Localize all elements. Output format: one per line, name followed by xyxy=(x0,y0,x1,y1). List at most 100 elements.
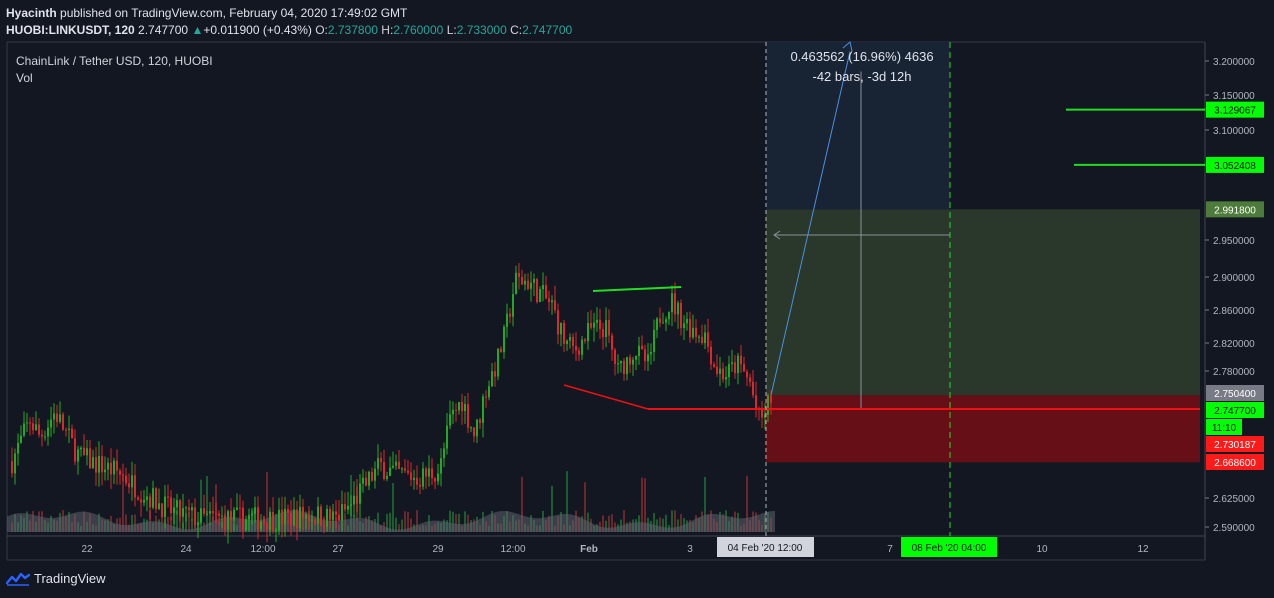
price-label-bg[interactable] xyxy=(1206,419,1242,435)
candle-body xyxy=(683,323,685,329)
candle-body xyxy=(602,329,604,338)
candle-body xyxy=(98,455,100,473)
candle-body xyxy=(419,484,421,487)
candle-body xyxy=(314,519,316,524)
volume-bar xyxy=(623,510,625,532)
candle-body xyxy=(440,458,442,474)
price-label-bg[interactable] xyxy=(1206,201,1264,218)
price-label[interactable]: 2.668600 xyxy=(1214,458,1256,469)
candle-body xyxy=(503,326,505,353)
volume-bar xyxy=(458,513,460,532)
legend-title[interactable]: ChainLink / Tether USD, 120, HUOBI xyxy=(16,54,213,68)
candle-body xyxy=(689,318,691,338)
volume-bar xyxy=(611,514,613,532)
candle-body xyxy=(530,282,532,289)
price-label[interactable]: 2.747700 xyxy=(1214,406,1256,417)
candle-body xyxy=(83,447,85,456)
candle-body xyxy=(125,475,127,484)
time-axis[interactable]: 22 24 12:00 27 29 12:00 Feb 3 7 10 12 04 Feb '20 12… xyxy=(81,537,1149,557)
candle-body xyxy=(596,319,598,323)
projection-arrow-line[interactable] xyxy=(770,51,851,396)
candle-body xyxy=(632,359,634,365)
symbol-name[interactable]: HUOBI:LINKUSDT, 120 xyxy=(6,23,135,37)
candle-body xyxy=(206,513,208,515)
candle-body xyxy=(248,515,250,520)
candle-body xyxy=(494,371,496,377)
tradingview-brand: TradingView xyxy=(34,571,106,586)
candle-body xyxy=(353,495,355,505)
candle-body xyxy=(227,511,229,530)
x-tick-label: 24 xyxy=(180,544,192,555)
volume-bar xyxy=(551,485,553,532)
price-label-bg[interactable] xyxy=(1206,101,1264,118)
date-badge-bg[interactable] xyxy=(717,537,814,557)
date-badge[interactable]: 08 Feb '20 04:00 xyxy=(912,543,987,554)
candle-body xyxy=(443,448,445,459)
candle-body xyxy=(422,468,424,487)
candle-body xyxy=(680,302,682,329)
candle-body xyxy=(29,422,31,424)
candle-body xyxy=(761,408,763,418)
publisher-name[interactable]: Hyacinth xyxy=(6,6,57,20)
candle-body xyxy=(746,371,748,378)
candle-body xyxy=(14,453,16,474)
candle-body xyxy=(650,351,652,355)
measure-zone[interactable] xyxy=(766,42,950,210)
candle-body xyxy=(701,336,703,344)
candle-body xyxy=(704,332,706,344)
candle-body xyxy=(521,277,523,285)
price-label[interactable]: 3.052408 xyxy=(1214,161,1256,172)
candle-body xyxy=(695,327,697,337)
profit-zone[interactable] xyxy=(766,209,1200,396)
candle-body xyxy=(614,349,616,364)
price-label[interactable]: 2.730187 xyxy=(1214,440,1256,451)
candle-body xyxy=(644,349,646,362)
volume-bar xyxy=(404,511,406,532)
price-label-bg[interactable] xyxy=(1206,385,1264,401)
date-badge[interactable]: 04 Feb '20 12:00 xyxy=(728,543,803,554)
price-label-bg[interactable] xyxy=(1206,402,1264,418)
candle-body xyxy=(482,396,484,423)
volume-legend[interactable]: Vol xyxy=(16,71,33,85)
price-label-bg[interactable] xyxy=(1206,454,1264,470)
candle-body xyxy=(392,465,394,468)
volume-bar xyxy=(452,511,454,532)
publish-info: Hyacinth published on TradingView.com, F… xyxy=(6,6,407,20)
price-label-bg[interactable] xyxy=(1206,436,1264,452)
candle-body xyxy=(410,472,412,480)
candle-body xyxy=(260,521,262,530)
candle-body xyxy=(299,506,301,529)
candle-body xyxy=(464,404,466,412)
candle-body xyxy=(467,404,469,428)
position-zones[interactable] xyxy=(766,42,1200,463)
price-label[interactable]: 3.129067 xyxy=(1214,106,1256,117)
candle-body xyxy=(230,511,232,521)
volume-bar xyxy=(521,477,523,532)
price-label[interactable]: 2.991800 xyxy=(1214,205,1256,216)
candle-body xyxy=(635,355,637,360)
candle-body xyxy=(281,509,283,525)
date-badge-bg[interactable] xyxy=(901,537,997,557)
candle-body xyxy=(566,340,568,344)
price-label-bg[interactable] xyxy=(1206,156,1264,173)
candle-body xyxy=(398,461,400,469)
candle-body xyxy=(599,319,601,330)
volume-bar xyxy=(704,476,706,532)
price-axis[interactable]: 3.200000 3.150000 3.100000 2.950000 2.900000… xyxy=(1205,57,1264,534)
resistance-trendline[interactable] xyxy=(592,286,682,292)
candle-body xyxy=(725,377,727,380)
candle-body xyxy=(197,522,199,526)
support-trendline[interactable] xyxy=(563,384,649,410)
chart-drawings[interactable] xyxy=(563,41,1205,536)
footer-branding[interactable]: TradingView xyxy=(6,571,106,586)
volume-bar xyxy=(170,516,172,532)
price-label[interactable]: 2.750400 xyxy=(1214,389,1256,400)
price-label[interactable]: 11:10 xyxy=(1212,423,1237,434)
change-value: +0.011900 (+0.43%) xyxy=(203,23,312,37)
loss-zone[interactable] xyxy=(766,395,1200,463)
candle-body xyxy=(572,337,574,347)
candle-body xyxy=(605,320,607,338)
volume-ma-area xyxy=(7,510,775,532)
candle-body xyxy=(578,350,580,355)
